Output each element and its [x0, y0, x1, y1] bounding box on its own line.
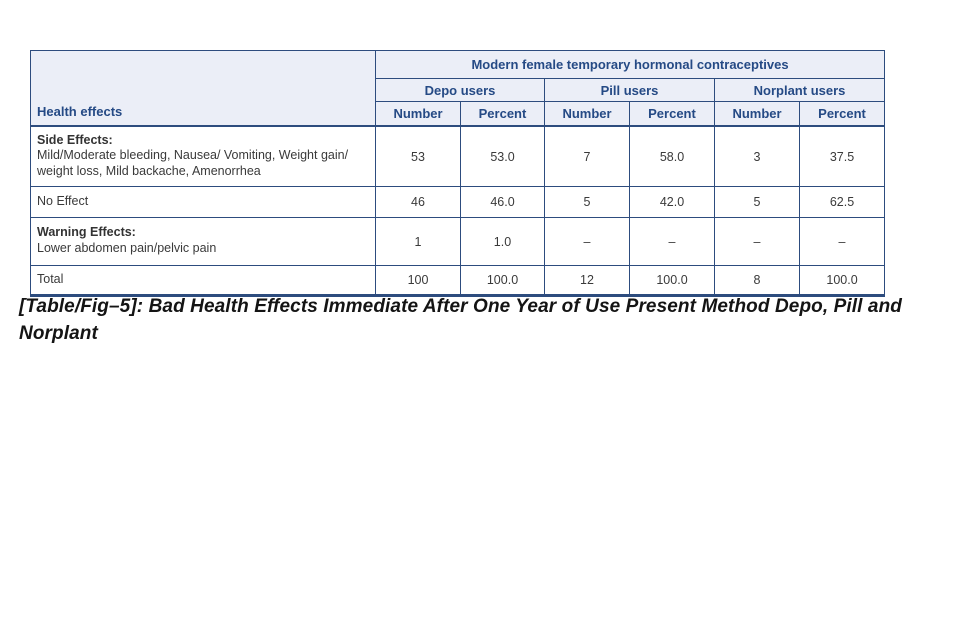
row-label-cell: No Effect	[30, 186, 376, 218]
corner-header-cell: Health effects	[30, 50, 376, 127]
cell-value: 5	[714, 186, 800, 218]
cell-value: –	[544, 217, 630, 266]
row-label-text: Total	[37, 271, 64, 286]
cell-value: 1	[375, 217, 461, 266]
table-caption: [Table/Fig–5]: Bad Health Effects Immedi…	[19, 296, 902, 344]
table-row-side-effects: Side Effects: Mild/Moderate bleeding, Na…	[30, 125, 886, 187]
cell-value: –	[798, 217, 886, 266]
table-header-group-row: Health effects Modern female temporary h…	[30, 50, 886, 127]
measure-header: Percent	[629, 101, 715, 127]
cell-value: 53	[375, 125, 461, 187]
cell-value: 5	[544, 186, 630, 218]
cell-value: 46.0	[460, 186, 545, 218]
cell-value: 8	[714, 265, 800, 297]
row-label-text: Mild/Moderate bleeding, Nausea/ Vomiting…	[37, 148, 349, 178]
table-row-no-effect: No Effect 46 46.0 5 42.0 5 62.5	[30, 186, 886, 218]
cell-value: 53.0	[460, 125, 545, 187]
cell-value: –	[714, 217, 800, 266]
cell-value: 62.5	[798, 186, 886, 218]
row-label-cell: Side Effects: Mild/Moderate bleeding, Na…	[30, 125, 376, 187]
cell-value: 42.0	[629, 186, 715, 218]
row-label-text: Lower abdomen pain/pelvic pain	[37, 241, 217, 255]
cell-value: 37.5	[798, 125, 886, 187]
corner-header-label: Health effects	[37, 104, 123, 119]
table-row-total: Total 100 100.0 12 100.0 8 100.0	[30, 265, 886, 297]
row-label-bold: Warning Effects:	[37, 225, 136, 240]
measure-header: Number	[714, 101, 800, 127]
measure-header: Number	[375, 101, 461, 127]
cell-value: –	[629, 217, 715, 266]
row-label-bold: Side Effects:	[37, 132, 113, 147]
subgroup-header-depo: Depo users	[375, 78, 545, 102]
measure-header: Percent	[460, 101, 545, 127]
cell-value: 100	[375, 265, 461, 297]
cell-value: 100.0	[798, 265, 886, 297]
measure-header: Number	[544, 101, 630, 127]
row-label-cell: Warning Effects: Lower abdomen pain/pelv…	[30, 217, 376, 266]
cell-value: 100.0	[629, 265, 715, 297]
row-label-text: No Effect	[37, 193, 89, 208]
table-row-warning-effects: Warning Effects: Lower abdomen pain/pelv…	[30, 217, 886, 266]
cell-value: 7	[544, 125, 630, 187]
cell-value: 100.0	[460, 265, 545, 297]
health-effects-table: Health effects Modern female temporary h…	[30, 50, 886, 297]
cell-value: 1.0	[460, 217, 545, 266]
table-header-measure-row: Number Percent Number Percent Number Per…	[31, 101, 886, 127]
subgroup-header-pill: Pill users	[544, 78, 715, 102]
cell-value: 58.0	[629, 125, 715, 187]
table-header-subgroup-row: Depo users Pill users Norplant users	[31, 78, 886, 102]
group-header-cell: Modern female temporary hormonal contrac…	[374, 50, 886, 79]
cell-value: 46	[375, 186, 461, 218]
row-label-cell: Total	[30, 265, 376, 297]
measure-header: Percent	[798, 101, 886, 127]
cell-value: 12	[544, 265, 630, 297]
subgroup-header-norplant: Norplant users	[713, 78, 886, 102]
cell-value: 3	[714, 125, 800, 187]
